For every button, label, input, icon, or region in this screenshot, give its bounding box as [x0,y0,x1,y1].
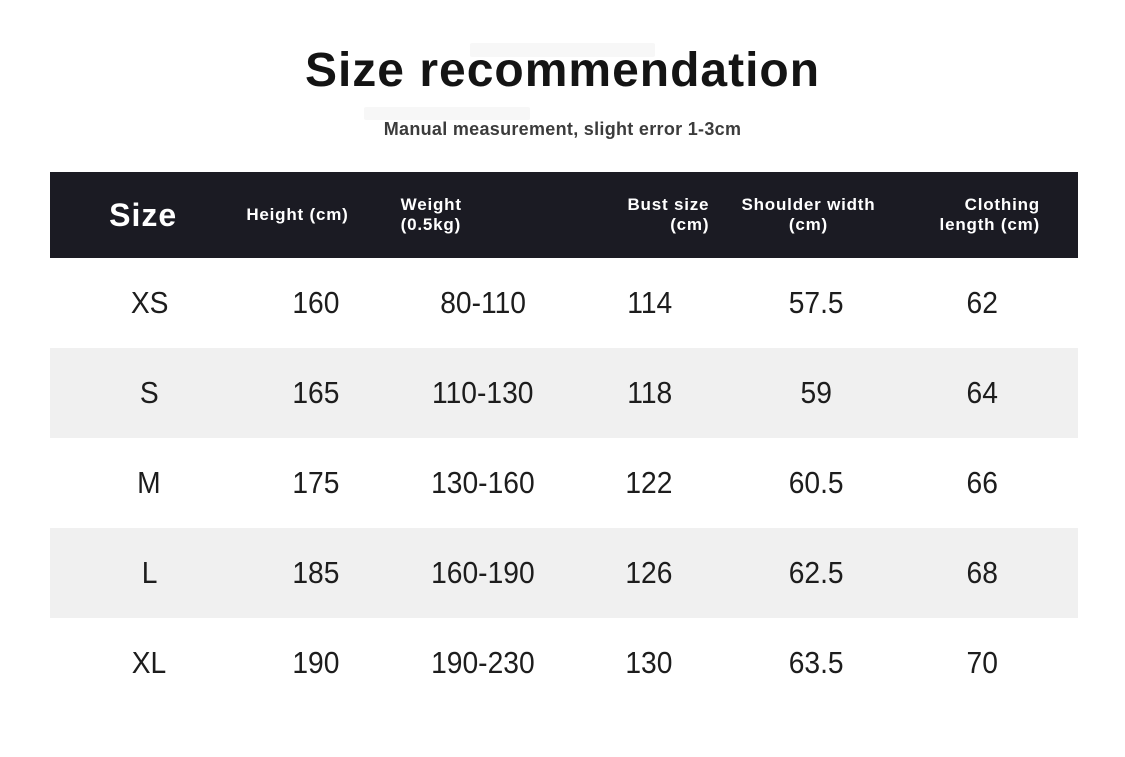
cell-value: 62 [967,285,999,320]
background-artifact [470,43,655,57]
page-subtitle: Manual measurement, slight error 1-3cm [383,119,742,139]
cell-value: 60.5 [788,465,844,500]
table-row-s: S 165 110-130 118 59 64 [50,348,1078,438]
cell-value: L [141,555,158,590]
cell-value: 185 [292,555,340,590]
cell-value: 114 [626,285,672,320]
cell-bust: 122 [566,465,733,501]
cell-value: 160-190 [430,555,535,590]
cell-value: 80-110 [439,285,526,320]
cell-shoulder: 62.5 [733,555,900,591]
cell-height: 175 [233,465,400,501]
cell-value: 62.5 [788,555,844,590]
cell-size: XS [66,285,233,321]
column-header-text: Clothing [964,194,1040,214]
cell-shoulder: 60.5 [733,465,900,501]
cell-size: S [66,375,233,411]
column-header-shoulder: Shoulder width (cm) [731,172,885,258]
cell-value: 165 [292,375,340,410]
table-row-l: L 185 160-190 126 62.5 68 [50,528,1078,618]
cell-shoulder: 59 [733,375,900,411]
cell-bust: 114 [566,285,733,321]
cell-value: S [139,375,159,410]
cell-length: 70 [899,645,1066,681]
table-row-xs: XS 160 80-110 114 57.5 62 [50,258,1078,348]
cell-length: 66 [899,465,1066,501]
column-header-text: (0.5kg) [400,215,462,234]
cell-value: 63.5 [788,645,844,680]
cell-length: 68 [899,555,1066,591]
cell-size: XL [66,645,233,681]
column-header-text: Bust size [627,194,710,214]
table-row-xl: XL 190 190-230 130 63.5 70 [50,618,1078,708]
cell-value: 70 [967,645,999,680]
cell-value: 160 [292,285,340,320]
cell-value: 66 [967,465,999,500]
cell-value: 64 [967,375,999,410]
cell-height: 185 [233,555,400,591]
page-title: Size recommendation [304,44,821,97]
cell-value: 122 [625,465,673,500]
cell-height: 190 [233,645,400,681]
background-artifact [364,107,530,120]
cell-value: 110-130 [431,375,534,410]
column-header-clothing-length: Clothing length (cm) [886,172,1066,258]
column-header-bust: Bust size (cm) [555,172,731,258]
cell-value: 175 [292,465,340,500]
column-header-text: (cm) [788,215,829,234]
cell-weight: 190-230 [399,645,566,681]
cell-value: 130 [625,645,673,680]
column-header-text: length (cm) [939,215,1040,234]
cell-value: 126 [625,555,673,590]
cell-bust: 118 [566,375,733,411]
column-header-height: Height (cm) [220,172,374,258]
cell-value: 118 [626,375,672,410]
cell-length: 62 [899,285,1066,321]
cell-value: M [137,465,162,500]
cell-size: M [66,465,233,501]
cell-length: 64 [899,375,1066,411]
cell-value: XL [132,645,167,680]
cell-weight: 80-110 [399,285,566,321]
cell-shoulder: 63.5 [733,645,900,681]
cell-bust: 130 [566,645,733,681]
cell-weight: 130-160 [399,465,566,501]
cell-value: XS [130,285,169,320]
cell-height: 160 [233,285,400,321]
column-header-text: Height (cm) [246,204,349,224]
size-table: Size Height (cm) Weight (0.5kg) Bust siz… [50,172,1078,708]
cell-bust: 126 [566,555,733,591]
cell-weight: 110-130 [399,375,566,411]
cell-shoulder: 57.5 [733,285,900,321]
cell-value: 59 [800,375,832,410]
column-header-size: Size [66,172,220,258]
column-header-text: Weight [400,194,462,214]
column-header-weight: Weight (0.5kg) [375,172,555,258]
table-header-row: Size Height (cm) Weight (0.5kg) Bust siz… [50,172,1078,258]
cell-value: 68 [967,555,999,590]
cell-value: 57.5 [788,285,844,320]
cell-value: 130-160 [430,465,535,500]
cell-height: 165 [233,375,400,411]
cell-size: L [66,555,233,591]
column-header-text: Size [109,196,178,233]
column-header-text: (cm) [670,215,710,234]
table-row-m: M 175 130-160 122 60.5 66 [50,438,1078,528]
cell-value: 190-230 [430,645,535,680]
cell-weight: 160-190 [399,555,566,591]
column-header-text: Shoulder width [741,194,876,214]
cell-value: 190 [292,645,340,680]
